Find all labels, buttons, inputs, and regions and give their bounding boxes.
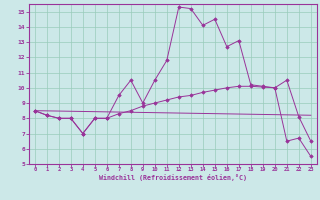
X-axis label: Windchill (Refroidissement éolien,°C): Windchill (Refroidissement éolien,°C)	[99, 174, 247, 181]
